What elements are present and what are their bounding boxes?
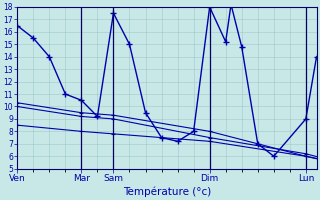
X-axis label: Température (°c): Température (°c)	[123, 186, 211, 197]
